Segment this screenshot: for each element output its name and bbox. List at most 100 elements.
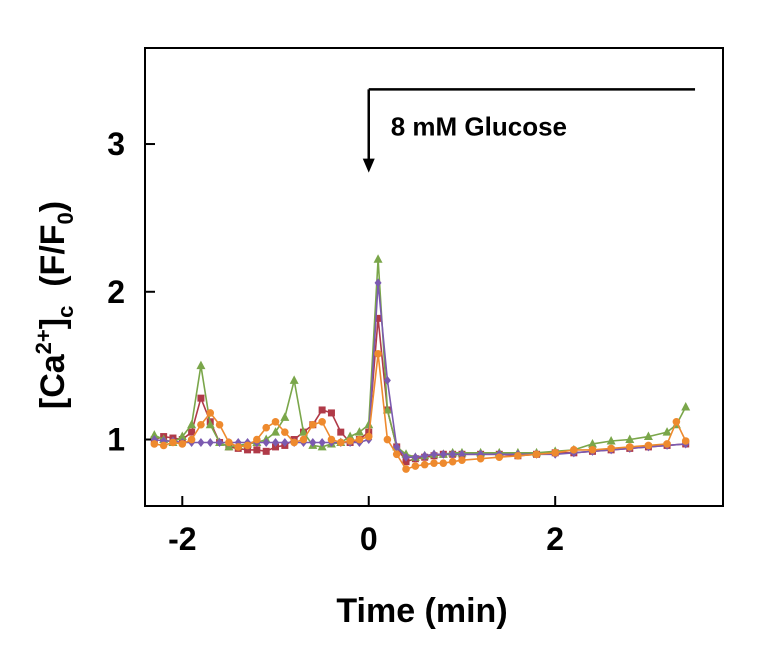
- data-point: [662, 427, 672, 436]
- data-point: [402, 465, 410, 473]
- data-point: [327, 409, 335, 417]
- data-point: [244, 446, 252, 454]
- data-point: [411, 462, 420, 470]
- data-point: [205, 419, 215, 429]
- data-point: [188, 428, 196, 436]
- data-point: [663, 440, 671, 448]
- data-point: [681, 402, 691, 411]
- data-point: [234, 443, 243, 451]
- data-point: [374, 314, 382, 322]
- data-point: [197, 437, 205, 447]
- data-point: [439, 449, 447, 459]
- data-point: [476, 454, 485, 463]
- data-point: [281, 437, 289, 447]
- y-axis-title-sup: 2+: [31, 329, 56, 354]
- data-point: [159, 441, 168, 450]
- data-point: [262, 447, 270, 455]
- data-point: [169, 438, 177, 447]
- x-tick-label: 0: [360, 521, 378, 557]
- data-point: [318, 406, 326, 414]
- data-point: [420, 460, 429, 469]
- data-point: [364, 432, 373, 441]
- data-point: [318, 437, 326, 447]
- data-point: [337, 428, 345, 436]
- data-point: [625, 443, 634, 451]
- data-point: [262, 437, 270, 447]
- data-point: [411, 452, 419, 462]
- data-point: [625, 434, 635, 444]
- data-point: [448, 457, 457, 466]
- data-point: [336, 438, 345, 447]
- data-point: [298, 427, 308, 436]
- data-point: [458, 456, 466, 465]
- data-point: [187, 435, 196, 444]
- data-point: [644, 441, 653, 450]
- arrow-down-icon: [362, 158, 375, 173]
- data-point: [354, 427, 364, 436]
- series-line: [154, 318, 686, 463]
- data-point: [606, 435, 616, 445]
- plot-frame: [144, 47, 724, 507]
- data-point: [215, 420, 224, 429]
- data-point: [177, 431, 187, 441]
- series-line: [153, 259, 687, 459]
- data-point: [587, 438, 597, 448]
- data-point: [392, 450, 401, 459]
- data-point: [421, 451, 429, 461]
- series-line: [154, 353, 687, 471]
- data-point: [514, 451, 522, 460]
- data-point: [346, 437, 354, 445]
- data-point: [374, 350, 382, 358]
- data-point: [150, 440, 159, 448]
- data-point: [383, 435, 392, 444]
- data-point: [280, 412, 290, 421]
- series-circle: [150, 350, 690, 473]
- data-point: [309, 420, 317, 429]
- data-point: [253, 435, 261, 444]
- y-tick-label: 1: [107, 422, 125, 458]
- y-axis-title-main: [Ca: [34, 353, 72, 409]
- x-axis-ticks: -2 0 2: [168, 496, 564, 557]
- data-point: [225, 438, 233, 447]
- data-point: [281, 428, 289, 436]
- data-point: [551, 449, 559, 457]
- series-layer: [149, 254, 691, 473]
- data-point: [299, 435, 308, 444]
- data-point: [271, 417, 280, 426]
- series-line: [154, 282, 686, 459]
- data-point: [570, 446, 578, 454]
- data-point: [262, 423, 270, 432]
- data-point: [681, 437, 690, 445]
- data-point: [374, 278, 382, 288]
- data-point: [672, 417, 681, 426]
- data-point: [197, 394, 205, 402]
- glucose-annotation: 8 mM Glucose: [362, 88, 696, 173]
- annotation-label: 8 mM Glucose: [391, 111, 567, 141]
- data-point: [402, 452, 410, 462]
- data-point: [430, 459, 438, 467]
- data-point: [271, 427, 281, 436]
- data-point: [253, 446, 261, 454]
- data-point: [243, 441, 252, 450]
- data-point: [206, 409, 215, 417]
- data-point: [383, 375, 391, 385]
- x-axis-title: Time (min): [336, 592, 507, 630]
- y-axis-title-end: ): [34, 201, 72, 212]
- series-triangle: [149, 254, 691, 461]
- data-point: [643, 431, 653, 441]
- data-point: [309, 437, 317, 447]
- data-point: [187, 419, 197, 429]
- series-diamond: [150, 278, 690, 462]
- data-point: [216, 437, 224, 447]
- y-axis-title-units: (F/F: [34, 224, 72, 305]
- data-point: [373, 254, 383, 263]
- data-point: [532, 450, 541, 459]
- data-point: [355, 435, 364, 444]
- data-point: [290, 438, 298, 447]
- data-point: [149, 430, 159, 439]
- data-point: [393, 442, 401, 452]
- data-point: [178, 440, 187, 448]
- y-tick-label: 3: [107, 126, 125, 162]
- x-tick-label: -2: [168, 521, 196, 557]
